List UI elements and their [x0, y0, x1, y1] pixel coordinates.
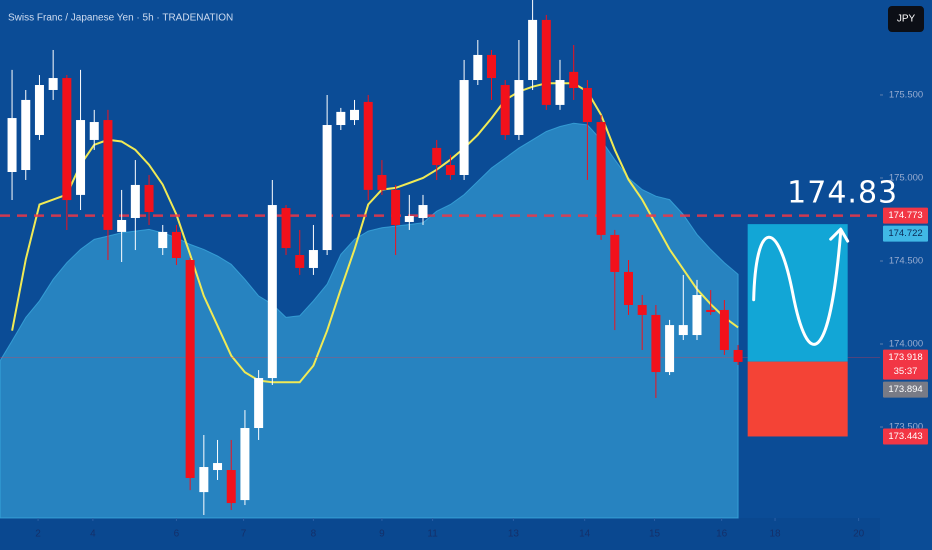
candle-body: [76, 120, 86, 195]
candle-body: [665, 325, 675, 373]
candle-body: [117, 219, 127, 232]
y-tick-label: 175.500: [889, 89, 923, 100]
currency-button-label[interactable]: JPY: [897, 14, 916, 25]
y-tick-label: 174.000: [889, 339, 923, 350]
candle-body: [185, 259, 195, 478]
candle-body: [418, 205, 428, 218]
currency-button[interactable]: [888, 6, 924, 32]
candle-body: [459, 80, 469, 175]
x-tick-label: 8: [311, 529, 317, 540]
candle-body: [350, 109, 360, 121]
candle-body: [281, 208, 291, 249]
candle-body: [514, 80, 524, 135]
candle-body: [733, 349, 743, 362]
candle-body: [487, 54, 497, 79]
candle-body: [404, 215, 414, 222]
candle-body: [89, 122, 99, 140]
candle-body: [637, 304, 647, 315]
x-tick-label: 14: [579, 529, 591, 540]
candle-body: [473, 54, 483, 81]
y-tick-label: 175.000: [889, 172, 923, 183]
candle-body: [48, 78, 58, 90]
candle-body: [692, 295, 702, 336]
candle-body: [596, 122, 606, 235]
x-tick-label: 7: [241, 529, 247, 540]
candle-body: [651, 314, 661, 373]
candle-body: [706, 309, 716, 312]
candle-body: [363, 101, 373, 190]
candle-body: [678, 325, 688, 336]
countdown-label: 35:37: [894, 366, 918, 377]
candle-body: [322, 125, 332, 251]
wave-arrowhead: [829, 227, 850, 243]
price-label-box: [883, 349, 928, 380]
candle-body: [391, 189, 401, 225]
price-label-box: [883, 428, 928, 445]
ma-line: [11, 82, 739, 384]
price-label: 174.773: [888, 210, 922, 221]
x-tick-label: 20: [853, 529, 865, 540]
candle-body: [7, 118, 17, 173]
candle-body: [610, 234, 620, 272]
price-label: 173.894: [888, 384, 922, 395]
candle-body: [336, 111, 346, 126]
candle-body: [240, 428, 250, 501]
candle-body: [569, 71, 579, 88]
y-tick-label: 174.500: [889, 256, 923, 267]
target-zone: [747, 224, 848, 362]
price-label-box: [883, 381, 928, 398]
candle-body: [199, 467, 209, 493]
wave-drawing: [752, 230, 843, 346]
candle-body: [62, 78, 72, 201]
candle-body: [295, 255, 305, 268]
candle-body: [719, 309, 729, 350]
candle-body: [541, 19, 551, 105]
price-label-box: [883, 225, 928, 242]
candle-body: [130, 184, 140, 218]
candle-body: [21, 99, 31, 171]
price-label: 173.918: [888, 352, 922, 363]
candle-body: [144, 184, 154, 213]
candle-body: [582, 87, 592, 123]
x-tick-label: 6: [174, 529, 180, 540]
candle-body: [377, 174, 387, 190]
x-tick-label: 13: [508, 529, 520, 540]
x-tick-label: 9: [379, 529, 385, 540]
x-tick-label: 16: [716, 529, 728, 540]
x-axis-strip: [0, 518, 880, 550]
candle-body: [308, 250, 318, 268]
x-tick-label: 18: [770, 529, 782, 540]
candle-body: [103, 120, 113, 230]
price-label-box: [883, 207, 928, 224]
candle-body: [555, 80, 565, 105]
price-label: 174.722: [888, 228, 922, 239]
candle-body: [500, 85, 510, 135]
candle-body: [623, 271, 633, 305]
candle-body: [267, 205, 277, 379]
chart-title: Swiss Franc / Japanese Yen · 5h · TRADEN…: [8, 13, 233, 24]
candle-body: [254, 378, 264, 429]
stop-zone: [747, 361, 848, 437]
candle-body: [34, 85, 44, 135]
candle-body: [213, 463, 223, 471]
target-annotation: 174.83: [787, 176, 898, 211]
ma-area: [0, 122, 739, 519]
x-tick-label: 15: [649, 529, 661, 540]
x-tick-label: 4: [90, 529, 96, 540]
price-label: 173.443: [888, 431, 922, 442]
candle-body: [226, 470, 236, 504]
x-tick-label: 2: [35, 529, 41, 540]
candle-body: [445, 165, 455, 175]
candle-body: [171, 231, 181, 259]
y-tick-label: 173.500: [889, 422, 923, 433]
candle-body: [158, 231, 168, 249]
x-tick-label: 11: [427, 529, 438, 540]
candle-body: [432, 147, 442, 166]
candle-body: [528, 19, 538, 81]
